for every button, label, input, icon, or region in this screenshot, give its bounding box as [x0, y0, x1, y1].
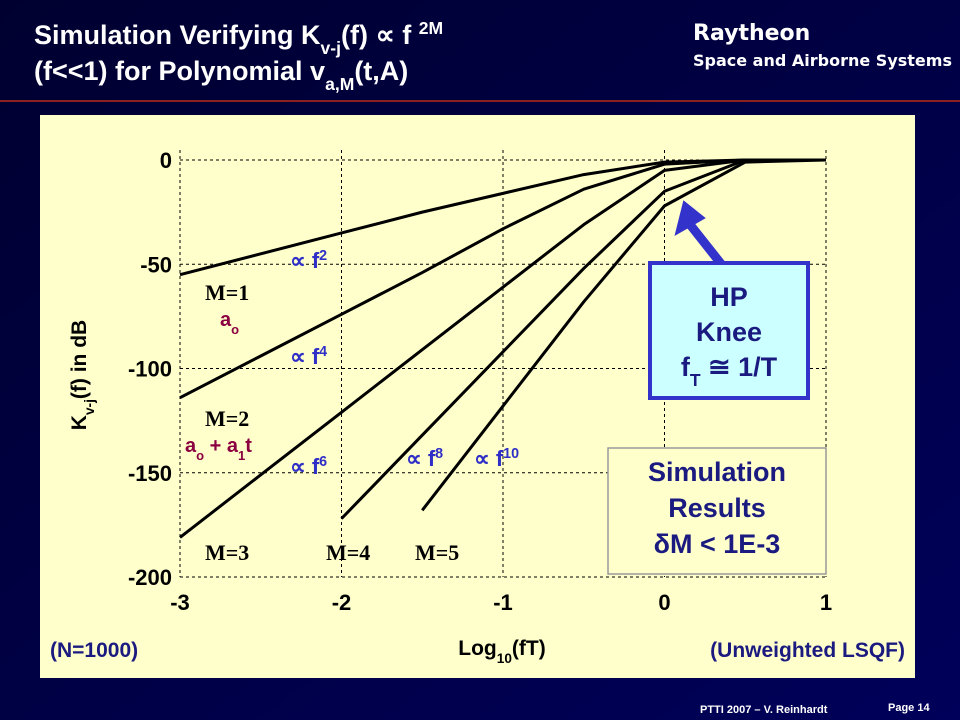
model-label-part: 1	[238, 448, 245, 463]
slope-label-part: 10	[503, 446, 519, 462]
slope-label-part: ∝ f	[290, 344, 320, 369]
series-label: M=1	[205, 280, 249, 305]
x-axis-title-part: 10	[497, 651, 513, 666]
slope-label-part: ∝ f	[406, 446, 436, 471]
x-axis-title: Log10(fT)	[458, 637, 545, 666]
knee-text-part: HP	[710, 282, 748, 312]
model-label-part: a	[185, 435, 197, 457]
slope-label: ∝ f4	[290, 344, 327, 369]
x-axis-title-part: Log	[458, 637, 496, 660]
title: Simulation Verifying Kv-j(f) ∝ f 2M	[34, 18, 443, 58]
slope-label: ∝ f8	[406, 446, 443, 471]
results-text: Simulation	[648, 457, 786, 487]
knee-text-part: Knee	[696, 317, 762, 347]
model-label-part: o	[231, 322, 239, 337]
series-line	[179, 158, 826, 400]
model-label: ao	[220, 309, 239, 337]
x-tick-label: 1	[820, 590, 832, 615]
results-text-part: δM < 1E-3	[654, 529, 781, 559]
knee-text: HP	[710, 282, 748, 312]
y-axis-title-part: K	[68, 415, 91, 430]
title-part: 2M	[419, 18, 443, 38]
title-part: Simulation Verifying K	[34, 20, 321, 50]
slope-label-part: ∝ f	[290, 454, 320, 479]
y-tick-label: -100	[128, 357, 172, 382]
title-part: v-j	[321, 38, 341, 58]
slope-label: ∝ f10	[474, 446, 519, 471]
series-line	[421, 158, 827, 512]
slope-label-part: 6	[319, 454, 327, 470]
division: Space and Airborne Systems	[693, 51, 952, 70]
y-axis-title: Kv-j(f) in dB	[68, 320, 97, 430]
y-tick-label: -200	[128, 565, 172, 590]
slope-label-part: ∝ f	[474, 446, 504, 471]
logo: Raytheon	[693, 21, 810, 46]
knee-text-part: T	[690, 370, 701, 390]
y-tick-label: -150	[128, 461, 172, 486]
slope-label-part: 4	[319, 344, 327, 360]
model-label-part: a	[220, 309, 232, 331]
knee-arrow	[684, 219, 726, 268]
series-line	[340, 158, 826, 520]
series-line	[179, 158, 826, 539]
slope-label: ∝ f2	[290, 248, 327, 273]
y-tick-label: -50	[140, 252, 172, 277]
title-part: a,M	[325, 74, 354, 94]
results-text: δM < 1E-3	[654, 529, 781, 559]
series-label: M=4	[326, 540, 370, 565]
title: (f<<1) for Polynomial va,M(t,A)	[34, 56, 408, 94]
title-part: (t,A)	[354, 56, 408, 86]
model-label-part: t	[245, 435, 252, 457]
knee-text-part: ≅ 1/T	[701, 352, 778, 382]
slope-label-part: 8	[435, 446, 443, 462]
results-text-part: Results	[668, 493, 766, 523]
knee-text-part: f	[681, 352, 691, 382]
note: (N=1000)	[50, 639, 138, 662]
slope-label-part: ∝ f	[290, 248, 320, 273]
y-axis-title-part: (f) in dB	[68, 320, 91, 399]
page-number: Page 14	[888, 702, 930, 714]
series-label: M=5	[415, 540, 459, 565]
knee-box	[648, 261, 810, 400]
slope-label-part: 2	[319, 248, 327, 264]
x-tick-label: -2	[332, 590, 352, 615]
y-tick-label: 0	[160, 148, 172, 173]
results-box	[607, 447, 827, 575]
footer-credit: PTTI 2007 – V. Reinhardt	[700, 704, 828, 716]
knee-text: fT ≅ 1/T	[681, 352, 778, 390]
results-text: Results	[668, 493, 766, 523]
note: (Unweighted LSQF)	[710, 639, 905, 662]
x-tick-label: 0	[658, 590, 670, 615]
x-tick-label: -1	[493, 590, 513, 615]
title-part: (f<<1) for Polynomial v	[34, 56, 325, 86]
model-label-part: + a	[204, 435, 239, 457]
knee-arrow-head	[674, 200, 706, 237]
results-text-part: Simulation	[648, 457, 786, 487]
title-part: (f) ∝ f	[341, 20, 419, 50]
x-tick-label: -3	[170, 590, 190, 615]
y-axis-title-part: v-j	[82, 399, 97, 415]
knee-text: Knee	[696, 317, 762, 347]
series-label: M=3	[205, 540, 249, 565]
x-axis-title-part: (fT)	[512, 637, 546, 660]
series-label: M=2	[205, 406, 249, 431]
model-label-part: o	[196, 448, 204, 463]
model-label: ao + a1t	[185, 435, 252, 463]
slope-label: ∝ f6	[290, 454, 327, 479]
